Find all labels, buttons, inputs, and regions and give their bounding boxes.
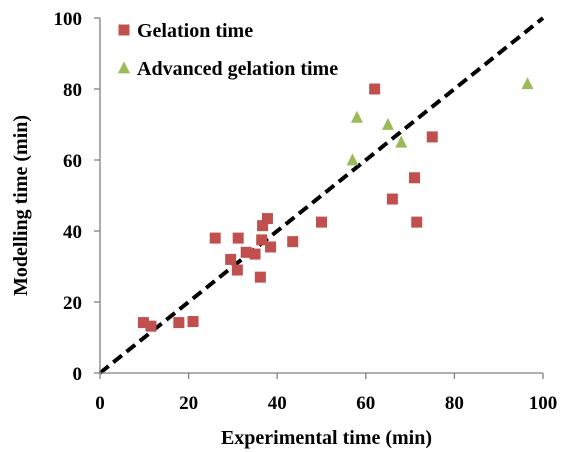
- gelation-time-point: [256, 234, 268, 246]
- gelation-time-point: [225, 253, 237, 265]
- x-tick-label: 40: [268, 393, 287, 414]
- gelation-time-point: [411, 216, 423, 228]
- advanced-gelation-time-point: [346, 153, 359, 166]
- y-axis-title: Modelling time (min): [10, 115, 32, 296]
- gelation-time-point: [173, 317, 185, 329]
- legend-square-icon: [118, 24, 130, 36]
- y-tick-label: 0: [73, 364, 83, 385]
- advanced-gelation-time-point: [395, 135, 408, 148]
- gelation-time-point: [316, 216, 327, 228]
- axes: [94, 17, 544, 379]
- gelation-time-point: [254, 271, 266, 283]
- plot-area: [98, 16, 545, 375]
- y-tick-label: 60: [63, 151, 82, 172]
- gelation-time-point: [249, 248, 261, 260]
- y-tick-label: 40: [63, 222, 82, 243]
- y-tick-label: 80: [63, 80, 82, 101]
- x-tick-label: 80: [445, 393, 464, 414]
- gelation-time-point: [231, 264, 243, 276]
- reference-line: [98, 16, 545, 375]
- gelation-time-point: [261, 213, 273, 225]
- x-tick-label: 60: [356, 393, 375, 414]
- gelation-time-point: [257, 220, 269, 232]
- advanced-gelation-time-point: [521, 77, 534, 90]
- legend: Gelation time Advanced gelation time: [118, 20, 338, 80]
- gelation-time-point: [265, 241, 277, 253]
- y-tick-label: 100: [54, 9, 83, 30]
- gelation-time-point: [232, 232, 244, 244]
- legend-triangle-icon: [118, 61, 130, 74]
- gelation-time-point: [386, 193, 398, 205]
- gelation-time-point: [187, 316, 199, 328]
- legend-label-advanced: Advanced gelation time: [137, 58, 338, 80]
- gelation-time-point: [409, 172, 421, 184]
- gelation-time-point: [240, 246, 252, 258]
- gelation-time-point: [287, 236, 299, 248]
- legend-label-gelation: Gelation time: [137, 20, 253, 42]
- x-tick-label: 100: [529, 393, 558, 414]
- advanced-gelation-time-point: [381, 117, 394, 130]
- gelation-time-point: [145, 320, 157, 332]
- x-tick-label: 0: [95, 393, 105, 414]
- gelation-time-point: [369, 83, 381, 95]
- gelation-time-point: [137, 317, 149, 329]
- y-tick-label: 20: [63, 293, 82, 314]
- advanced-gelation-time-point: [350, 110, 363, 123]
- tick-labels: 0 20 40 60 80 100 0 20 40 60 80 100: [54, 9, 558, 414]
- x-axis-title: Experimental time (min): [221, 427, 432, 449]
- gelation-time-point: [426, 131, 438, 143]
- x-tick-label: 20: [179, 393, 198, 414]
- data-marks: [137, 77, 534, 332]
- gelation-time-point: [209, 232, 221, 244]
